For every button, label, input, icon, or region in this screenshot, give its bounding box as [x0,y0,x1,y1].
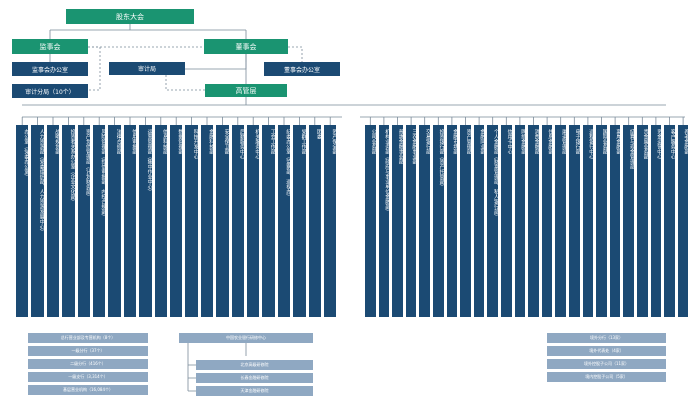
branch-box: 北京高级研修院 [196,360,313,370]
department-column: 信息科技部 [154,125,167,317]
department-column: 贵金属业务部 [637,125,648,317]
department-column: 信用卡中心 [501,125,512,317]
audit-bureau-box: 审计局 [109,62,185,75]
department-column: 交易银行部 [419,125,430,317]
department-column: 运营管理部（集中作业中心） [139,125,152,317]
department-column: 办公室（党委办公室） [16,125,29,317]
branch-box: 境外代表处（4家） [547,346,666,356]
department-column: 远程银行中心 [582,125,594,317]
department-column: 科技开发中心 [185,125,198,317]
department-column: 住房金融部 [541,125,553,317]
department-column: 机关服务中心 [247,125,260,317]
branch-box: 二级分行（416个） [28,359,148,369]
branch-box: 境内控股子公司（5家） [547,372,666,382]
department-column: 国际业务部 [596,125,607,317]
department-column: 法律合规部 [108,125,121,317]
audit-branches-box: 审计分局（10个） [12,84,88,98]
department-column: 工会工作部 [262,125,275,317]
department-column: 投资者关系办公室（企业文化部） [62,125,75,317]
department-column: 渠道管理部 [555,125,566,317]
department-column: 资金运营中心 [650,125,662,317]
department-column: 金融同业部 [473,125,485,317]
branch-box: 一级支行（3,314个） [28,372,148,382]
department-column: 党群工作部 [293,125,306,317]
department-column: 客户服务中心 [664,125,675,317]
training-connector [187,343,196,392]
branch-box: 长春金融研修院 [196,373,313,383]
department-column: 资产保全部 [324,125,337,317]
branch-box: 境外控股子公司（11家） [547,359,666,369]
department-column: 普惠金融事业部 [392,125,403,317]
department-column: 离岸金融部 [609,125,621,317]
department-column: 数据管理部 [170,125,183,317]
shareholders-meeting-box: 股东大会 [66,9,194,24]
department-column: 养老金融部 [677,125,689,317]
department-column: 投资银行部（资产托管部） [433,125,444,317]
department-column: 网络金融部 [514,125,526,317]
department-column: 后勤服务中心 [231,125,244,317]
branch-box: 总行营业部及专营机构（8个） [28,333,148,343]
branch-box: 天津金融研修院 [196,386,313,396]
department-column: 金融科技部 [200,125,214,317]
department-column: 战略规划部 [46,125,60,317]
department-column: 金融市场部 [446,125,458,317]
department-column: 公司业务部 [365,125,376,317]
branch-box: 境外分行（13家） [547,333,666,343]
supervisory-board-box: 监事会 [12,39,88,54]
department-column: 纪委办公室（监察部、巡视办） [277,125,291,317]
department-column: 机构业务部（政府与事业单位金融部） [378,125,390,317]
department-column: 信用审批部 [123,125,137,317]
training-center-header: 中国农业银行研修中心 [179,333,313,343]
department-column: 风险管理部（授信审批部、内控合规部） [93,125,106,317]
department-column: 个人金融部（财富管理部、私人银行部） [487,125,498,317]
department-column: 电子银行部 [569,125,580,317]
department-column: 资产负债管理部（计划财务部） [77,125,90,317]
senior-management-box: 高管层 [205,84,287,97]
department-column: 结算与现金管理部 [623,125,634,317]
department-column: 安全保卫部 [216,125,229,317]
branch-box: 一级分行（37个） [28,346,148,356]
board-office-box: 董事会办公室 [264,62,340,76]
department-column: 团委 [308,125,321,317]
branch-box: 基层营业机构（16,084个） [28,385,148,395]
supervisory-office-box: 监事会办公室 [12,62,88,76]
department-column: 资产管理部 [460,125,471,317]
department-column: 人力资源部（党委组织部、人力资源发展中心） [31,125,44,317]
department-column: 三农金融事业部 [405,125,417,317]
board-of-directors-box: 董事会 [204,39,288,54]
department-column: 消费金融部 [528,125,539,317]
